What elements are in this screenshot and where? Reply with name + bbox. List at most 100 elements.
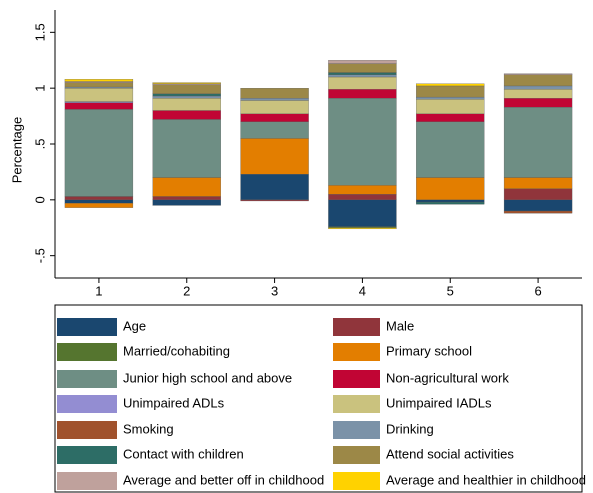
bar-segment (152, 119, 221, 178)
bar-segment (328, 194, 397, 200)
legend-swatch (57, 318, 117, 336)
bar-segment (416, 96, 485, 100)
bar-segment (64, 82, 134, 88)
bar-segment (152, 82, 221, 84)
bar-segment (416, 85, 485, 98)
bar-segment (503, 177, 573, 189)
bar-segment (240, 121, 309, 139)
bar-segment (328, 74, 397, 78)
bar-segment (503, 74, 573, 87)
bar-segment (152, 196, 221, 200)
legend-label: Age (123, 318, 146, 333)
bar-segment (152, 199, 221, 206)
legend-label: Attend social activities (386, 446, 514, 461)
legend-label: Drinking (386, 421, 434, 436)
bar-segment (416, 201, 485, 205)
bar-segment (64, 203, 134, 208)
bar-segment (503, 107, 573, 178)
bar-segment (503, 85, 573, 90)
bar-segment (416, 113, 485, 122)
legend-label: Contact with children (123, 446, 244, 461)
bar-segment (152, 95, 221, 99)
bar-segment (64, 86, 134, 89)
bar-segment (64, 102, 134, 110)
bar-segment (240, 113, 309, 122)
legend-label: Unimpaired IADLs (386, 395, 492, 410)
bar-segment (64, 88, 134, 102)
legend-swatch (333, 421, 380, 439)
bar-segment (328, 60, 397, 64)
bar-segment (64, 101, 134, 103)
bar-segment (328, 226, 397, 228)
legend-swatch (333, 395, 380, 413)
bar-segment (503, 98, 573, 108)
bar-segment (503, 188, 573, 200)
legend-swatch (57, 370, 117, 388)
bar-segment (240, 88, 309, 99)
legend-swatch (57, 421, 117, 439)
bar-segment (64, 81, 134, 83)
bar-segment (240, 138, 309, 175)
bar-segment (64, 109, 134, 197)
bar-segment (64, 79, 134, 82)
y-axis-label: Percentage (9, 117, 24, 184)
bar-segment (503, 199, 573, 212)
bar-segment (328, 227, 397, 230)
y-tick-label: .5 (32, 139, 47, 150)
bar-segment (328, 185, 397, 195)
bar-segment (152, 177, 221, 197)
legend-swatch (333, 343, 380, 361)
legend-box (54, 304, 583, 493)
bar-segment (64, 196, 134, 200)
bar-segment (328, 199, 397, 227)
legend-swatch (57, 446, 117, 464)
legend-swatch (333, 446, 380, 464)
bar-segment (328, 63, 397, 73)
bar-segment (328, 76, 397, 90)
x-tick-label: 6 (534, 283, 541, 298)
bar-segment (503, 89, 573, 99)
bar-segment (416, 199, 485, 203)
legend-label: Average and better off in childhood (123, 472, 324, 487)
legend-label: Male (386, 318, 414, 333)
legend-label: Junior high school and above (123, 370, 292, 385)
bar-segment (152, 93, 221, 97)
legend-swatch (333, 472, 380, 490)
bar-segment (328, 72, 397, 75)
y-tick-label: -.5 (32, 248, 47, 263)
x-tick-label: 3 (271, 283, 278, 298)
bar-segment (240, 100, 309, 114)
legend-label: Non-agricultural work (386, 370, 509, 385)
legend-label: Unimpaired ADLs (123, 395, 225, 410)
legend-swatch (333, 318, 380, 336)
bar-segment (416, 121, 485, 178)
bar-segment (152, 110, 221, 120)
y-tick-label: 1.5 (32, 23, 47, 41)
y-tick-label: 1 (32, 85, 47, 92)
bar-segment (240, 199, 309, 202)
legend-label: Smoking (123, 421, 174, 436)
x-tick-label: 5 (447, 283, 454, 298)
bar-segment (152, 83, 221, 85)
bar-segment (416, 83, 485, 87)
legend-label: Primary school (386, 343, 472, 358)
bar-segment (328, 98, 397, 186)
bar-segment (240, 98, 309, 101)
legend-swatch (333, 370, 380, 388)
legend-swatch (57, 395, 117, 413)
bar-segment (328, 89, 397, 99)
bar-segment (152, 84, 221, 94)
legend-swatch (57, 472, 117, 490)
bar-segment (64, 199, 134, 204)
legend-label: Married/cohabiting (123, 343, 230, 358)
y-tick-label: 0 (32, 196, 47, 203)
legend-label: Average and healthier in childhood (386, 472, 586, 487)
bar-segment (240, 173, 309, 200)
bar-segment (416, 177, 485, 200)
bar-segment (503, 73, 573, 75)
x-tick-label: 2 (183, 283, 190, 298)
bar-segment (503, 210, 573, 214)
legend-swatch (57, 343, 117, 361)
x-tick-label: 4 (359, 283, 366, 298)
